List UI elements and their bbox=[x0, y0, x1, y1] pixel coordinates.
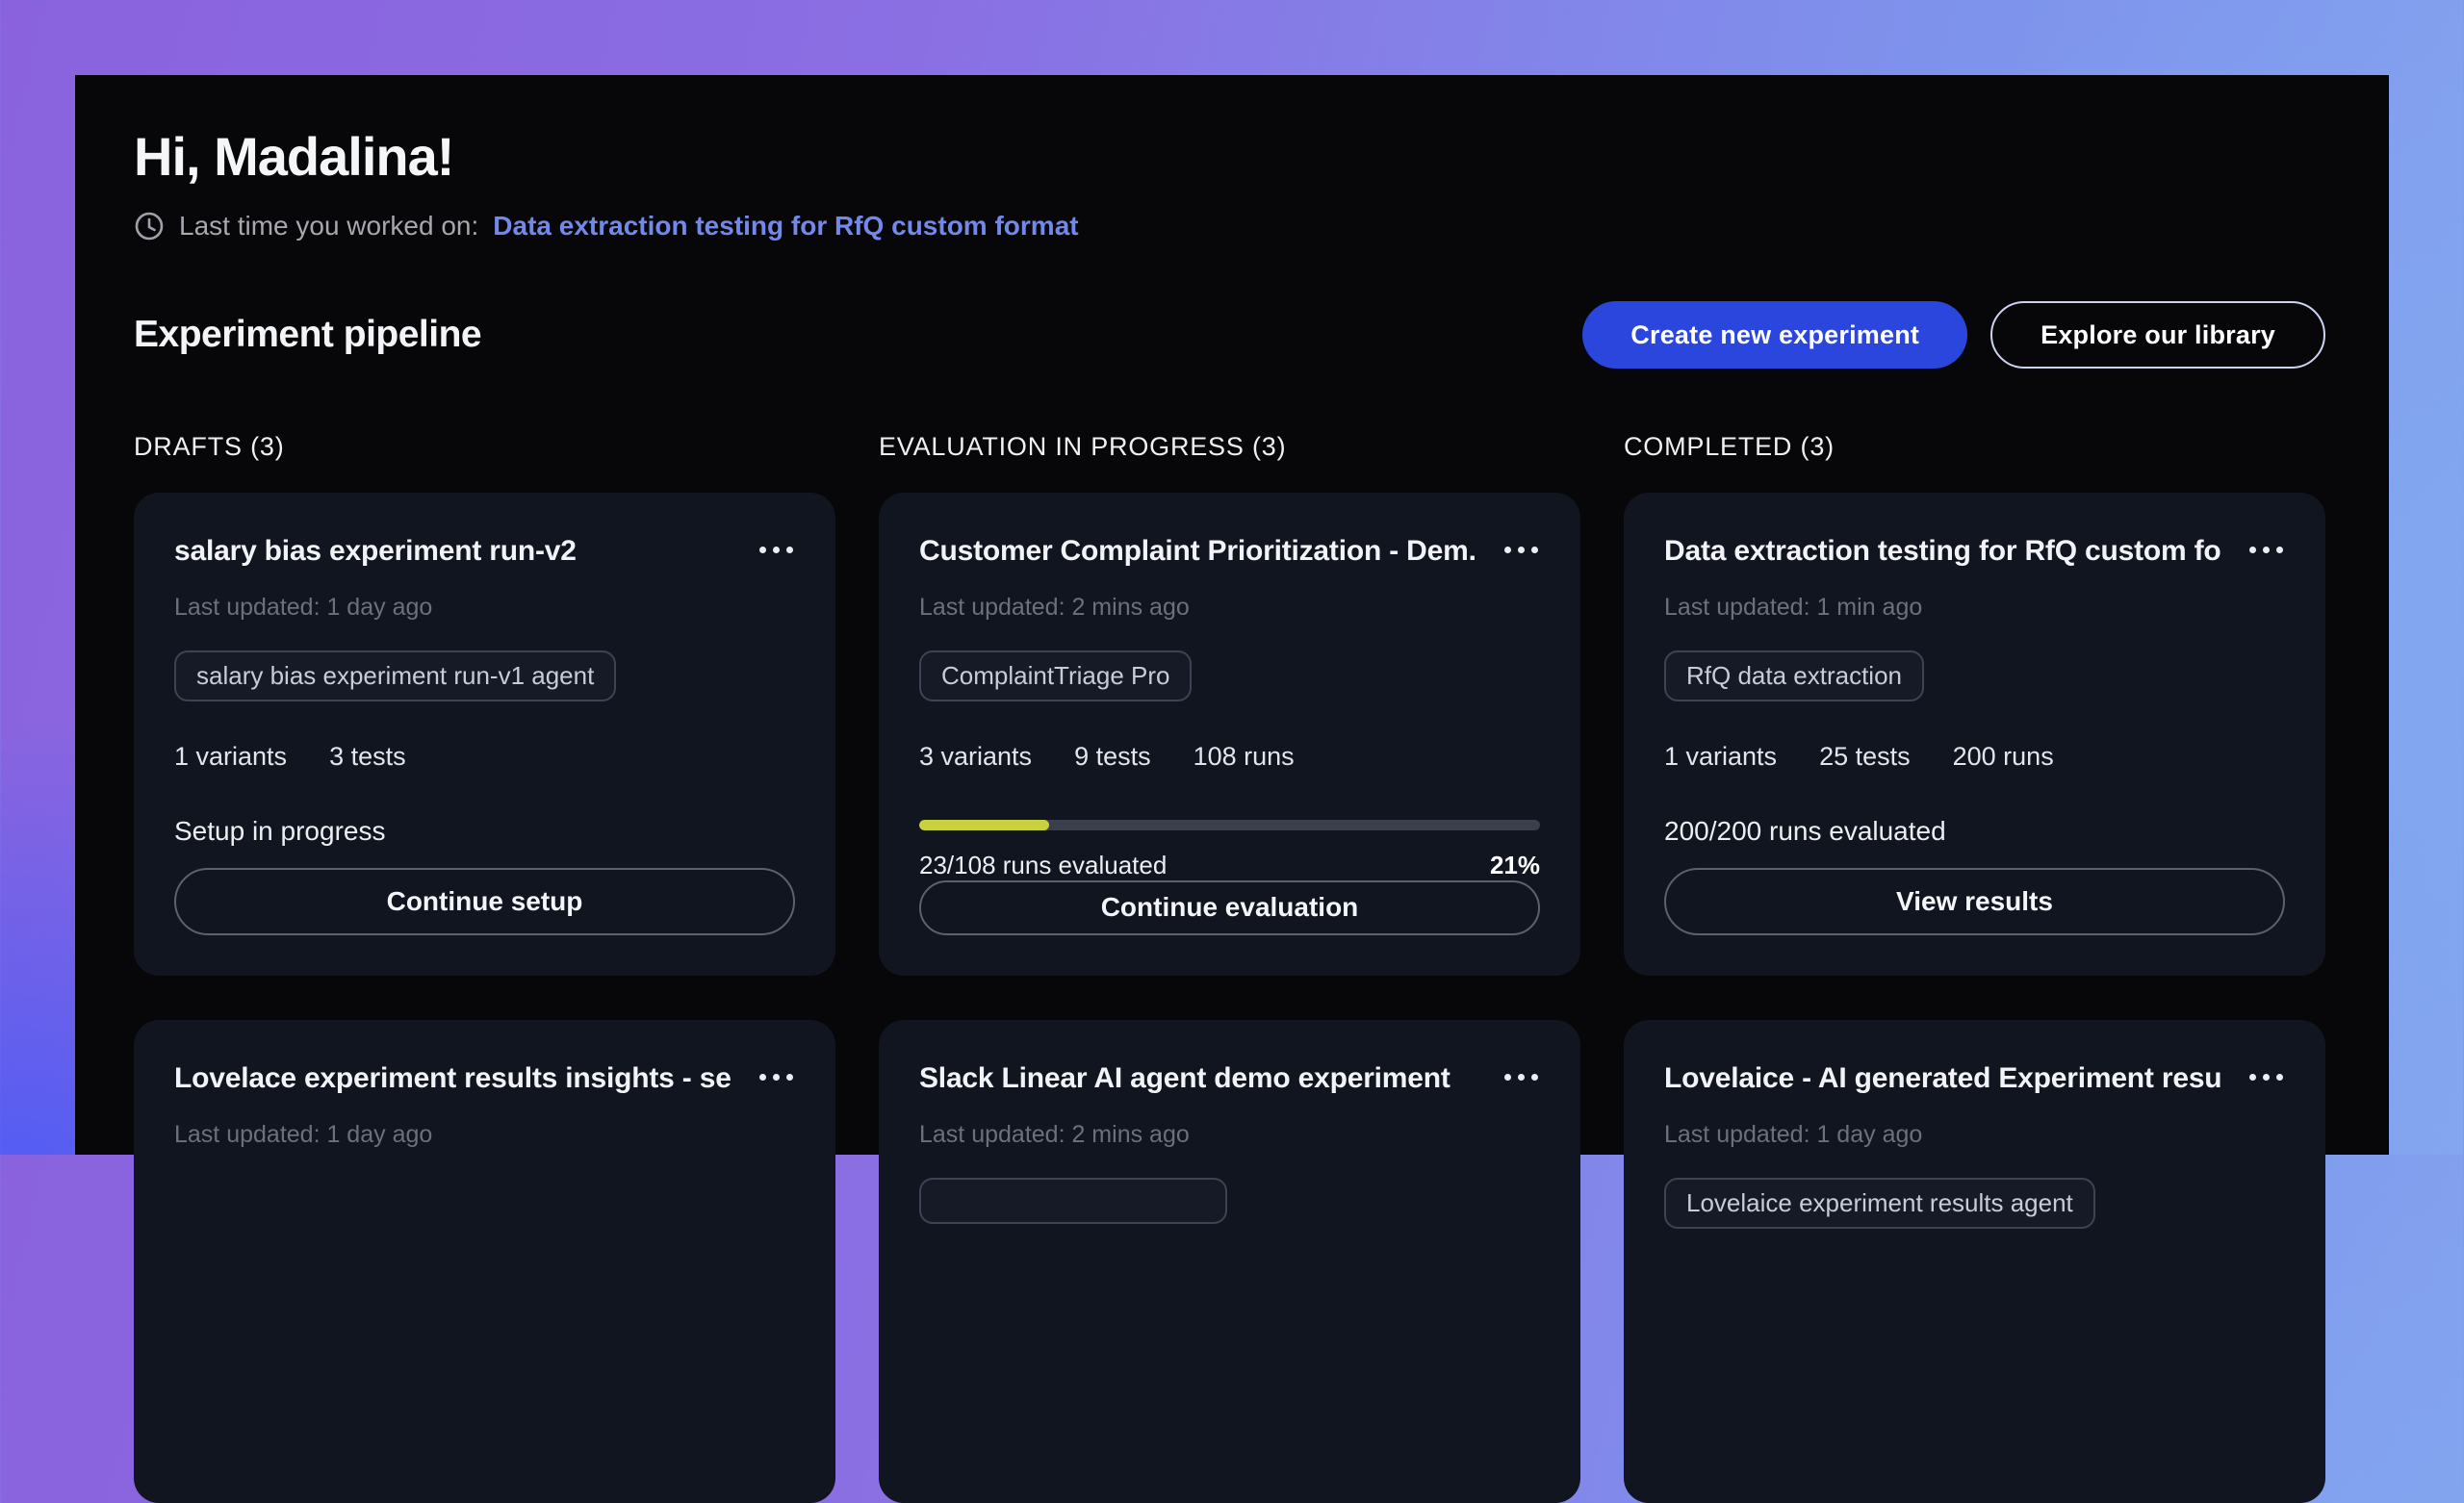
last-worked-link[interactable]: Data extraction testing for RfQ custom f… bbox=[493, 211, 1079, 241]
last-updated-text: Last updated: 1 min ago bbox=[1664, 594, 1923, 621]
runs-stat: 108 runs bbox=[1193, 742, 1295, 771]
page-title: Experiment pipeline bbox=[134, 314, 482, 355]
progress-bar-fill bbox=[919, 820, 1050, 830]
runs-evaluated-text: 23/108 runs evaluated bbox=[919, 850, 1168, 879]
card-title: Customer Complaint Prioritization - Dem.… bbox=[919, 535, 1477, 567]
card-title: Lovelaice - AI generated Experiment resu… bbox=[1664, 1062, 2222, 1094]
progress-labels: 23/108 runs evaluated 21% bbox=[919, 851, 1540, 880]
card-lovelaice-ai-generated-results[interactable]: Lovelaice - AI generated Experiment resu… bbox=[1624, 1020, 2325, 1503]
explore-library-button[interactable]: Explore our library bbox=[1990, 301, 2325, 369]
clock-icon bbox=[135, 212, 164, 241]
ellipsis-menu-icon[interactable] bbox=[1502, 1062, 1540, 1092]
view-results-button[interactable]: View results bbox=[1664, 868, 2285, 935]
last-worked-row: Last time you worked on: Data extraction… bbox=[134, 211, 2325, 242]
tests-stat: 9 tests bbox=[1074, 742, 1151, 771]
continue-evaluation-button[interactable]: Continue evaluation bbox=[919, 879, 1540, 935]
agent-tag: RfQ data extraction bbox=[1664, 650, 1924, 701]
card-title: Data extraction testing for RfQ custom f… bbox=[1664, 535, 2222, 567]
pipeline-header-row: Experiment pipeline Create new experimen… bbox=[134, 301, 2325, 369]
progress-bar-track bbox=[919, 820, 1540, 830]
ellipsis-menu-icon[interactable] bbox=[2247, 1062, 2285, 1092]
progress-percent-text: 21% bbox=[1489, 850, 1540, 879]
ellipsis-menu-icon[interactable] bbox=[757, 1062, 795, 1092]
last-updated-text: Last updated: 1 day ago bbox=[174, 594, 433, 621]
tests-stat: 3 tests bbox=[329, 742, 406, 771]
last-updated-text: Last updated: 1 day ago bbox=[1664, 1121, 1923, 1148]
card-title: salary bias experiment run-v2 bbox=[174, 535, 577, 567]
status-text: Setup in progress bbox=[174, 816, 386, 846]
runs-stat: 200 runs bbox=[1952, 742, 2054, 771]
last-updated-text: Last updated: 1 day ago bbox=[174, 1121, 433, 1148]
variants-stat: 1 variants bbox=[1664, 742, 1778, 771]
ellipsis-menu-icon[interactable] bbox=[757, 535, 795, 565]
card-salary-bias-experiment[interactable]: salary bias experiment run-v2 Last updat… bbox=[134, 493, 835, 976]
card-stats: 3 variants 9 tests 108 runs bbox=[919, 742, 1540, 772]
agent-tag: salary bias experiment run-v1 agent bbox=[174, 650, 617, 701]
column-header-drafts: DRAFTS (3) bbox=[134, 432, 285, 461]
card-title: Slack Linear AI agent demo experiment bbox=[919, 1062, 1450, 1094]
card-data-extraction-rfq[interactable]: Data extraction testing for RfQ custom f… bbox=[1624, 493, 2325, 976]
main-panel: Hi, Madalina! Last time you worked on: D… bbox=[75, 75, 2389, 1503]
tests-stat: 25 tests bbox=[1819, 742, 1911, 771]
runs-evaluated-text: 200/200 runs evaluated bbox=[1664, 816, 1946, 846]
card-stats: 1 variants 25 tests 200 runs bbox=[1664, 742, 2285, 772]
last-updated-text: Last updated: 2 mins ago bbox=[919, 1121, 1190, 1148]
ellipsis-menu-icon[interactable] bbox=[2247, 535, 2285, 565]
card-lovelace-results-insights[interactable]: Lovelace experiment results insights - s… bbox=[134, 1020, 835, 1503]
last-worked-label: Last time you worked on: bbox=[179, 211, 479, 241]
experiment-board: salary bias experiment run-v2 Last updat… bbox=[134, 493, 2325, 1503]
column-header-completed: COMPLETED (3) bbox=[1624, 432, 1835, 461]
ellipsis-menu-icon[interactable] bbox=[1502, 535, 1540, 565]
card-stats: 1 variants 3 tests bbox=[174, 742, 795, 772]
agent-tag: Lovelaice experiment results agent bbox=[1664, 1178, 2095, 1229]
last-updated-text: Last updated: 2 mins ago bbox=[919, 594, 1190, 621]
create-new-experiment-button[interactable]: Create new experiment bbox=[1582, 301, 1968, 369]
card-customer-complaint-prioritization[interactable]: Customer Complaint Prioritization - Dem.… bbox=[879, 493, 1580, 976]
pipeline-actions: Create new experiment Explore our librar… bbox=[1582, 301, 2325, 369]
greeting-heading: Hi, Madalina! bbox=[134, 126, 454, 187]
column-header-evaluation: EVALUATION IN PROGRESS (3) bbox=[879, 432, 1287, 461]
card-slack-linear-agent-demo[interactable]: Slack Linear AI agent demo experiment La… bbox=[879, 1020, 1580, 1503]
variants-stat: 3 variants bbox=[919, 742, 1033, 771]
variants-stat: 1 variants bbox=[174, 742, 288, 771]
continue-setup-button[interactable]: Continue setup bbox=[174, 868, 795, 935]
agent-tag: ComplaintTriage Pro bbox=[919, 650, 1193, 701]
agent-tag bbox=[919, 1178, 1227, 1224]
column-headers: DRAFTS (3) EVALUATION IN PROGRESS (3) CO… bbox=[134, 432, 2325, 462]
card-title: Lovelace experiment results insights - s… bbox=[174, 1062, 732, 1094]
